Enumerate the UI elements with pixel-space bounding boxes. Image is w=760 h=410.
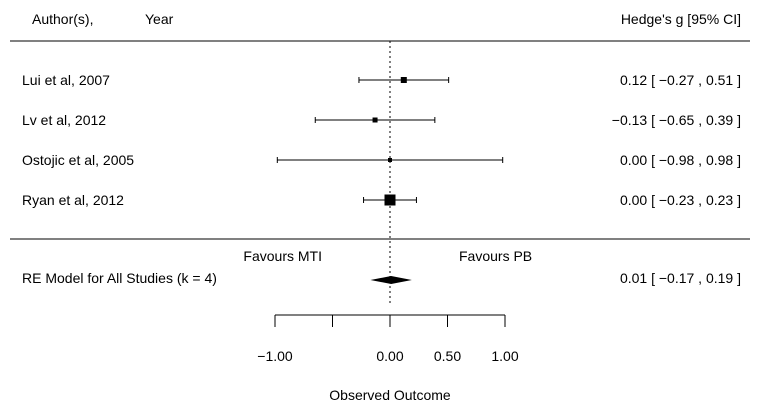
favours-left-label: Favours MTI bbox=[243, 248, 322, 264]
study-point-estimate bbox=[388, 158, 392, 162]
x-axis-tick-label: 0.50 bbox=[434, 348, 461, 364]
study-point-estimate bbox=[372, 117, 378, 123]
header-year-label: Year bbox=[145, 11, 174, 27]
study-estimate-text: 0.00 [ −0.98 , 0.98 ] bbox=[620, 152, 741, 168]
x-axis-tick-label: 1.00 bbox=[491, 348, 518, 364]
x-axis-title: Observed Outcome bbox=[329, 387, 451, 403]
x-axis-tick-label: −1.00 bbox=[257, 348, 293, 364]
header-author-label: Author(s), bbox=[32, 11, 93, 27]
study-label: Ryan et al, 2012 bbox=[22, 192, 124, 208]
study-estimate-text: 0.00 [ −0.23 , 0.23 ] bbox=[620, 192, 741, 208]
summary-diamond bbox=[370, 276, 412, 284]
study-label: Lui et al, 2007 bbox=[22, 72, 110, 88]
summary-label: RE Model for All Studies (k = 4) bbox=[22, 270, 217, 286]
study-label: Ostojic et al, 2005 bbox=[22, 152, 134, 168]
favours-right-label: Favours PB bbox=[459, 248, 532, 264]
x-axis-tick-label: 0.00 bbox=[376, 348, 403, 364]
summary-estimate-text: 0.01 [ −0.17 , 0.19 ] bbox=[620, 270, 741, 286]
study-estimate-text: −0.13 [ −0.65 , 0.39 ] bbox=[612, 112, 741, 128]
study-label: Lv et al, 2012 bbox=[22, 112, 106, 128]
study-point-estimate bbox=[384, 194, 396, 206]
study-point-estimate bbox=[400, 77, 407, 83]
header-effect-label: Hedge's g [95% CI] bbox=[621, 11, 741, 27]
study-estimate-text: 0.12 [ −0.27 , 0.51 ] bbox=[620, 72, 741, 88]
